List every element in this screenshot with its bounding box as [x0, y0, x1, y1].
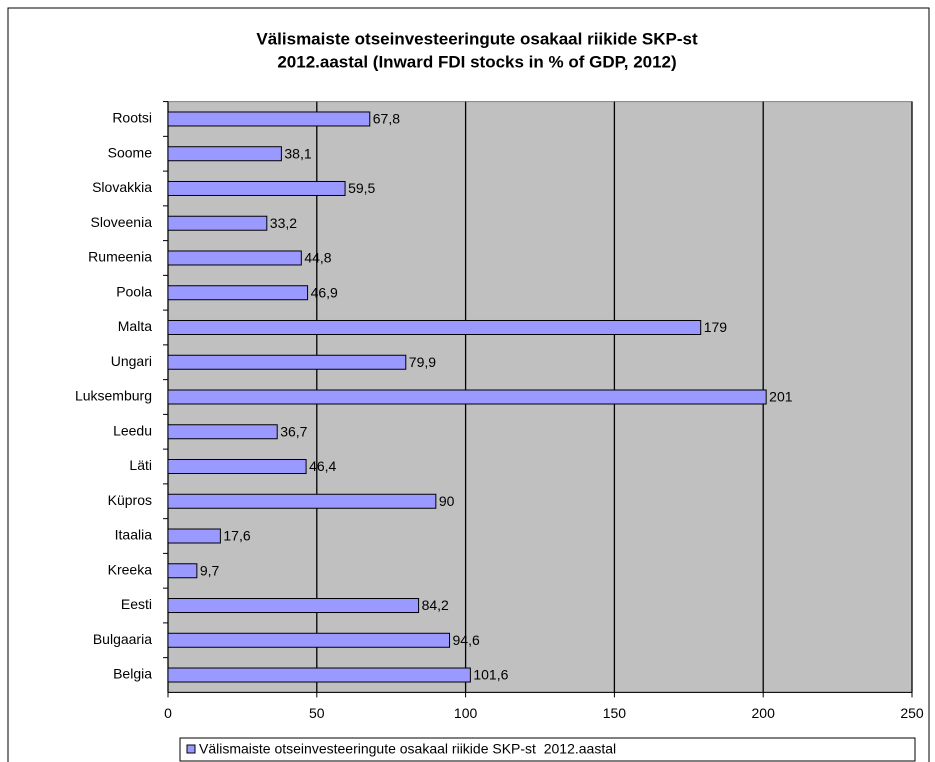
bar — [167, 111, 371, 127]
y-tick-label: Kreeka — [108, 561, 153, 577]
y-tick-label: Malta — [118, 318, 152, 334]
y-tick-label: Bulgaaria — [93, 631, 152, 647]
bar — [167, 528, 221, 544]
value-label: 9,7 — [200, 562, 220, 578]
value-label: 84,2 — [422, 597, 449, 613]
chart-title: 2012.aastal (Inward FDI stocks in % of G… — [277, 52, 676, 71]
x-tick-label: 0 — [164, 705, 172, 721]
bar — [167, 146, 282, 162]
bar — [167, 319, 702, 335]
value-label: 94,6 — [453, 632, 480, 648]
value-label: 179 — [704, 319, 728, 335]
x-tick-label: 50 — [309, 705, 325, 721]
legend-swatch — [186, 744, 196, 754]
y-tick-label: Rumeenia — [88, 249, 152, 265]
y-tick-label: Slovakkia — [92, 179, 152, 195]
x-tick-label: 250 — [900, 705, 924, 721]
value-label: 17,6 — [223, 528, 250, 544]
value-label: 33,2 — [270, 215, 297, 231]
value-label: 90 — [439, 493, 455, 509]
bar — [167, 493, 437, 509]
bar — [167, 632, 451, 648]
y-tick-label: Läti — [129, 457, 152, 473]
value-label: 36,7 — [280, 423, 307, 439]
bar — [167, 598, 420, 614]
x-tick-label: 100 — [454, 705, 478, 721]
value-label: 67,8 — [373, 111, 400, 127]
y-tick-label: Poola — [116, 283, 152, 299]
value-label: 79,9 — [409, 354, 436, 370]
value-label: 59,5 — [348, 180, 375, 196]
bar — [167, 285, 309, 301]
y-tick-label: Itaalia — [115, 527, 153, 543]
y-tick-label: Leedu — [113, 422, 152, 438]
bar — [167, 250, 302, 266]
value-label: 201 — [769, 389, 793, 405]
y-tick-label: Soome — [108, 144, 153, 160]
y-tick-label: Luksemburg — [75, 388, 152, 404]
legend-label: Välismaiste otseinvesteeringute osakaal … — [199, 741, 616, 757]
y-tick-label: Rootsi — [112, 110, 152, 126]
value-label: 44,8 — [304, 250, 331, 266]
bar — [167, 459, 307, 475]
bar — [167, 389, 767, 405]
bar — [167, 424, 278, 440]
legend — [179, 737, 916, 762]
value-label: 101,6 — [473, 667, 508, 683]
bar — [167, 563, 198, 579]
chart-title: Välismaiste otseinvesteeringute osakaal … — [256, 29, 698, 48]
value-label: 46,9 — [311, 284, 338, 300]
x-tick-label: 200 — [752, 705, 776, 721]
value-label: 38,1 — [284, 145, 311, 161]
y-tick-label: Sloveenia — [91, 214, 153, 230]
y-tick-label: Ungari — [111, 353, 152, 369]
bar — [167, 180, 346, 196]
x-tick-label: 150 — [603, 705, 627, 721]
bar — [167, 667, 471, 683]
value-label: 46,4 — [309, 458, 336, 474]
bar — [167, 215, 268, 231]
y-tick-label: Eesti — [121, 596, 152, 612]
bar — [167, 354, 407, 370]
y-tick-label: Küpros — [108, 492, 152, 508]
y-tick-label: Belgia — [113, 666, 152, 682]
